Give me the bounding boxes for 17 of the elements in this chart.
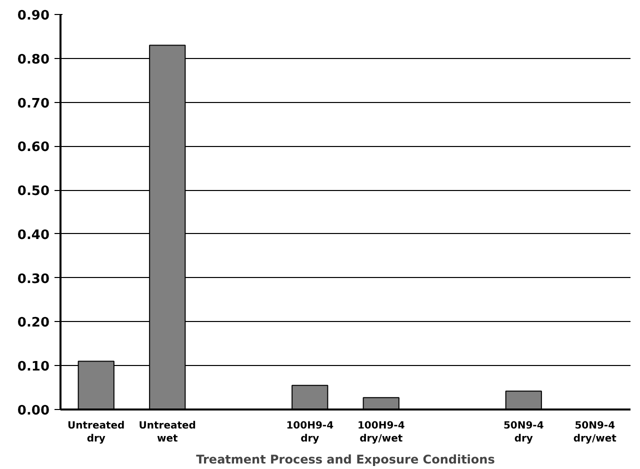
y-tick-label: 0.50 — [17, 184, 50, 200]
x-tick-label: 50N9-4 dry — [503, 420, 544, 445]
y-tick-label: 0.70 — [17, 96, 50, 112]
x-axis-title: Treatment Process and Exposure Conditions — [196, 452, 495, 467]
y-tick-label: 0.00 — [17, 404, 50, 418]
y-tick-label: 0.20 — [17, 316, 50, 331]
y-tick-label: 0.90 — [17, 8, 50, 24]
x-tick-label: Untreated dry — [68, 420, 125, 445]
y-tick-label: 0.30 — [17, 272, 50, 287]
x-tick-label: 100H9-4 dry — [286, 420, 334, 445]
x-tick-label: 100H9-4 dry/wet — [357, 420, 405, 445]
y-tick-label: 0.40 — [17, 228, 50, 243]
y-tick-label: 0.10 — [17, 360, 50, 375]
x-tick-label: Untreated wet — [138, 420, 196, 445]
y-tick-label: 0.60 — [17, 140, 50, 156]
x-tick-label: 50N9-4 dry/wet — [573, 420, 617, 445]
y-tick-label: 0.80 — [17, 52, 50, 68]
